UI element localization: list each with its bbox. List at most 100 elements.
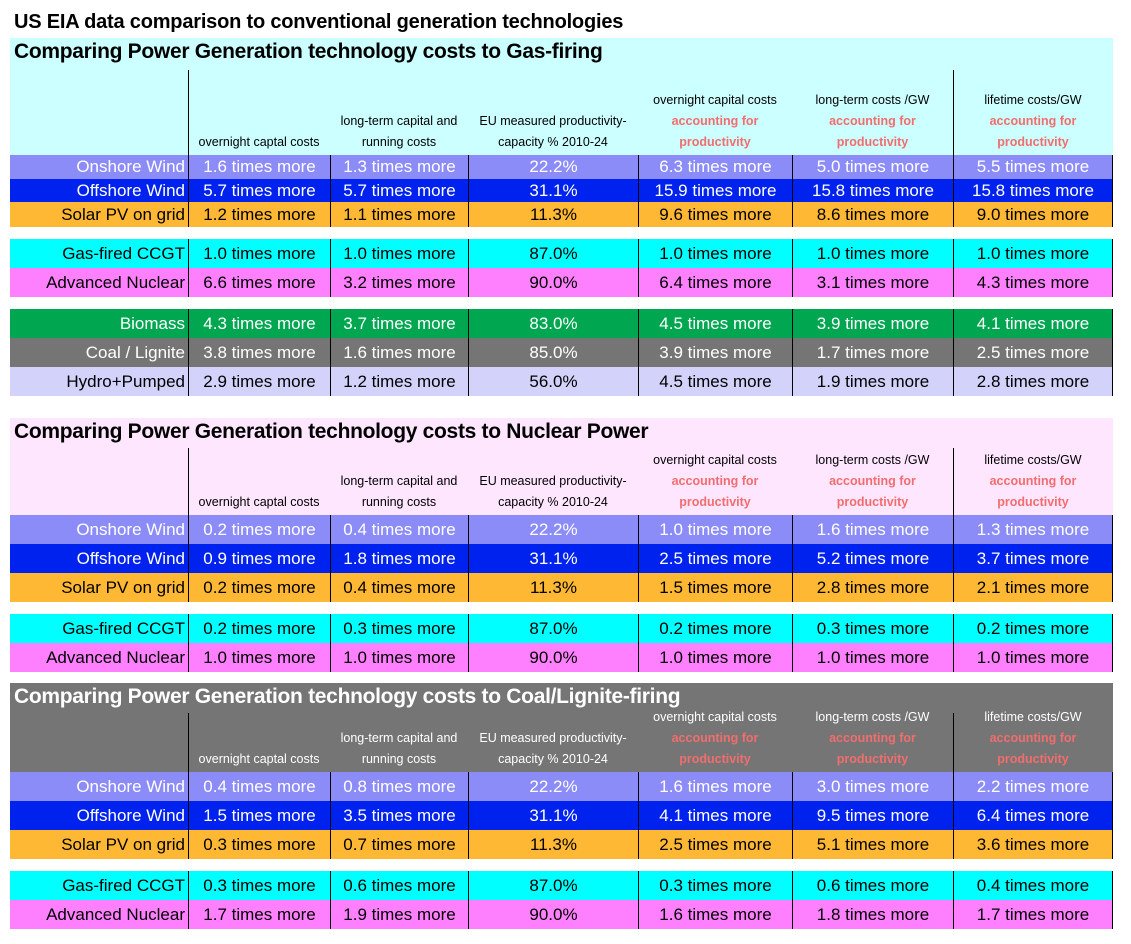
section-header: Comparing Power Generation technology co…	[10, 38, 1113, 155]
table-cell: 0.3 times more	[188, 830, 330, 859]
column-header: overnight capital costs accounting for pro…	[638, 450, 792, 513]
table-row-offshore: Offshore Wind 1.5 times more 3.5 times mor…	[10, 801, 1113, 830]
table-cell: 0.3 times more	[792, 614, 953, 643]
table-row-gas: Gas-fired CCGT 1.0 times more 1.0 times mo…	[10, 239, 1113, 268]
table-cell: 3.7 times more	[953, 544, 1113, 573]
column-divider	[188, 448, 189, 515]
row-label: Offshore Wind	[76, 180, 185, 200]
column-header-line: capacity % 2010-24	[498, 495, 608, 509]
row-label: Solar PV on grid	[61, 204, 185, 224]
table-row-offshore: Offshore Wind 5.7 times more 5.7 times mor…	[10, 179, 1113, 202]
table-cell: 1.9 times more	[330, 900, 468, 929]
table-cell: 5.2 times more	[792, 544, 953, 573]
table-cell: 15.8 times more	[792, 179, 953, 202]
table-cell: 0.7 times more	[330, 830, 468, 859]
column-header-line: long-term capital and	[340, 474, 458, 488]
table-cell: 85.0%	[468, 338, 638, 367]
table-cell: 0.4 times more	[188, 772, 330, 801]
row-label: Advanced Nuclear	[46, 272, 185, 292]
column-header-accent: productivity	[679, 135, 751, 149]
column-header: lifetime costs/GW accounting for productiv…	[953, 450, 1113, 513]
table-cell: 83.0%	[468, 309, 638, 338]
table-cell: 9.0 times more	[953, 202, 1113, 227]
column-header: long-term costs /GW accounting for product…	[792, 90, 953, 153]
table-cell: 4.1 times more	[638, 801, 792, 830]
table-cell: 3.0 times more	[792, 772, 953, 801]
column-header-line: long-term capital and	[340, 114, 458, 128]
column-header-accent: accounting for	[829, 114, 916, 128]
column-header-accent: accounting for	[671, 114, 759, 128]
table-cell: 3.8 times more	[188, 338, 330, 367]
table-cell: 2.9 times more	[188, 367, 330, 396]
table-cell: 2.2 times more	[953, 772, 1113, 801]
table-row-solar: Solar PV on grid 0.3 times more 0.7 times …	[10, 830, 1113, 859]
table-cell: 0.3 times more	[638, 871, 792, 900]
column-header-line: EU measured productivity-	[479, 114, 627, 128]
column-header-line: long-term capital and	[340, 731, 458, 745]
table-cell: 1.0 times more	[638, 643, 792, 672]
table-cell: 87.0%	[468, 239, 638, 268]
column-header: overnight captal costs	[188, 132, 330, 153]
section-title: Comparing Power Generation technology co…	[14, 40, 603, 63]
column-header: lifetime costs/GW accounting for productiv…	[953, 90, 1113, 153]
table-cell: 11.3%	[468, 573, 638, 602]
table-cell: 2.8 times more	[792, 573, 953, 602]
column-header-line: lifetime costs/GW	[984, 93, 1082, 107]
column-header-accent: accounting for	[671, 731, 759, 745]
column-header-line: capacity % 2010-24	[498, 135, 608, 149]
column-header-line: capacity % 2010-24	[498, 752, 608, 766]
row-label: Advanced Nuclear	[46, 647, 185, 667]
table-cell: 31.1%	[468, 544, 638, 573]
row-label: Solar PV on grid	[61, 834, 185, 854]
table-cell: 0.4 times more	[953, 871, 1113, 900]
column-header: long-term costs /GW accounting for product…	[792, 707, 953, 770]
table-cell: 90.0%	[468, 900, 638, 929]
table-cell: 31.1%	[468, 179, 638, 202]
table-cell: 1.9 times more	[792, 367, 953, 396]
row-label: Onshore Wind	[76, 157, 185, 176]
column-divider	[953, 70, 954, 155]
table-cell: 4.5 times more	[638, 309, 792, 338]
table-row-nuclear: Advanced Nuclear 1.0 times more 1.0 times …	[10, 643, 1113, 672]
table-row-onshore: Onshore Wind 0.2 times more 0.4 times more…	[10, 515, 1113, 544]
column-divider	[188, 713, 189, 772]
table-cell: 3.6 times more	[953, 830, 1113, 859]
column-header-accent: accounting for	[989, 474, 1077, 488]
table-cell: 9.5 times more	[792, 801, 953, 830]
table-cell: 4.3 times more	[953, 268, 1113, 297]
table-cell: 3.1 times more	[792, 268, 953, 297]
section-table: Comparing Power Generation technology co…	[10, 683, 1113, 929]
column-header-accent: productivity	[997, 135, 1069, 149]
table-cell: 2.5 times more	[953, 338, 1113, 367]
table-row-solar: Solar PV on grid 0.2 times more 0.4 times …	[10, 573, 1113, 602]
table-cell: 1.0 times more	[330, 239, 468, 268]
row-label: Offshore Wind	[76, 548, 185, 568]
group-spacer	[10, 227, 1113, 239]
column-header-line: overnight capital costs	[653, 710, 777, 724]
column-header-accent: accounting for	[829, 474, 916, 488]
column-header: EU measured productivity-capacity % 2010…	[468, 111, 638, 153]
table-cell: 1.0 times more	[188, 643, 330, 672]
section-title: Comparing Power Generation technology co…	[14, 685, 681, 708]
table-row-solar: Solar PV on grid 1.2 times more 1.1 times …	[10, 202, 1113, 227]
column-header-accent: productivity	[836, 135, 909, 149]
table-cell: 3.5 times more	[330, 801, 468, 830]
column-header-line: running costs	[361, 752, 437, 766]
table-cell: 0.4 times more	[330, 573, 468, 602]
column-header-line: running costs	[361, 135, 437, 149]
row-label: Coal / Lignite	[85, 342, 185, 362]
table-cell: 1.0 times more	[953, 239, 1113, 268]
section-header: Comparing Power Generation technology co…	[10, 683, 1113, 772]
table-cell: 3.2 times more	[330, 268, 468, 297]
table-cell: 0.3 times more	[188, 871, 330, 900]
column-header: overnight captal costs	[188, 749, 330, 770]
column-header-line: overnight captal costs	[198, 135, 320, 149]
table-cell: 1.0 times more	[792, 239, 953, 268]
table-cell: 2.5 times more	[638, 544, 792, 573]
table-row-coal: Coal / Lignite 3.8 times more 1.6 times mo…	[10, 338, 1113, 367]
column-header: long-term capital and running costs	[330, 471, 468, 513]
table-row-nuclear: Advanced Nuclear 1.7 times more 1.9 times …	[10, 900, 1113, 929]
column-header-line: overnight capital costs	[653, 93, 777, 107]
group-spacer	[10, 602, 1113, 614]
table-row-onshore: Onshore Wind 1.6 times more 1.3 times more…	[10, 155, 1113, 179]
